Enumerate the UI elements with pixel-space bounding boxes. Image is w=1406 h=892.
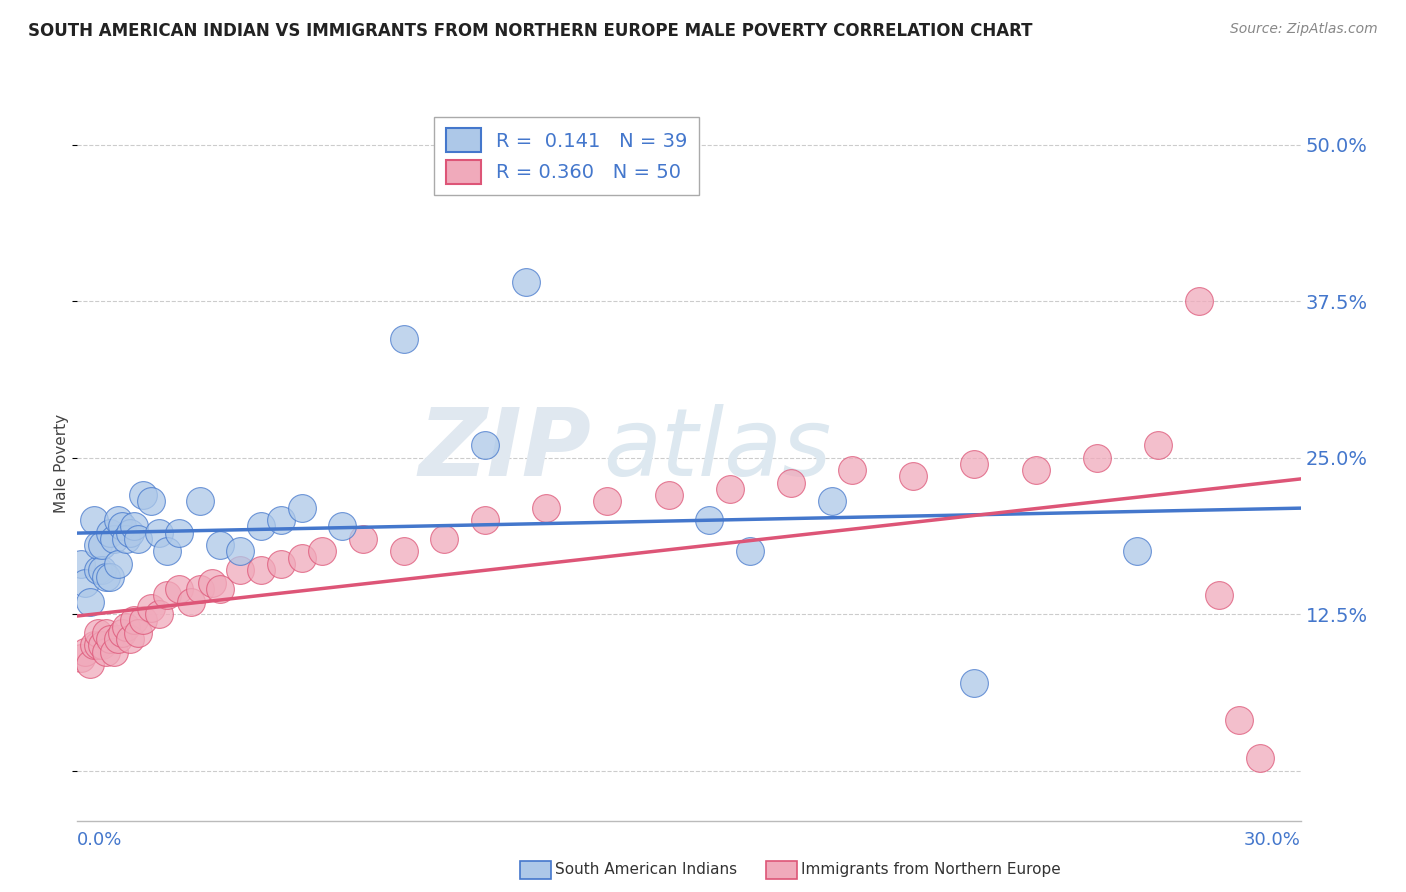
Point bbox=[1188, 294, 1211, 309]
Point bbox=[128, 625, 150, 640]
Point bbox=[148, 525, 170, 540]
Point bbox=[148, 607, 170, 621]
Point bbox=[291, 550, 314, 565]
Point bbox=[180, 594, 202, 608]
Point bbox=[90, 639, 112, 653]
Point bbox=[107, 557, 129, 571]
Point bbox=[87, 538, 110, 552]
Point bbox=[1085, 450, 1108, 465]
Point bbox=[903, 469, 925, 483]
Legend: R =  0.141   N = 39, R = 0.360   N = 50: R = 0.141 N = 39, R = 0.360 N = 50 bbox=[434, 117, 699, 195]
Point bbox=[103, 645, 125, 659]
Point bbox=[270, 513, 292, 527]
Point bbox=[201, 575, 224, 590]
Text: SOUTH AMERICAN INDIAN VS IMMIGRANTS FROM NORTHERN EUROPE MALE POVERTY CORRELATIO: SOUTH AMERICAN INDIAN VS IMMIGRANTS FROM… bbox=[28, 22, 1032, 40]
Point bbox=[1249, 751, 1271, 765]
Point bbox=[536, 500, 558, 515]
Point bbox=[658, 488, 681, 502]
Point bbox=[90, 538, 112, 552]
Point bbox=[291, 500, 314, 515]
Point bbox=[250, 563, 273, 577]
Point bbox=[352, 532, 374, 546]
Point bbox=[1229, 714, 1251, 728]
Text: Immigrants from Northern Europe: Immigrants from Northern Europe bbox=[801, 863, 1062, 877]
Point bbox=[70, 557, 93, 571]
Point bbox=[111, 519, 134, 533]
Point bbox=[131, 613, 153, 627]
Point bbox=[699, 513, 721, 527]
Point bbox=[115, 619, 138, 633]
Point bbox=[115, 532, 138, 546]
Point bbox=[107, 513, 129, 527]
Point bbox=[188, 494, 211, 508]
Point bbox=[229, 544, 252, 558]
Point bbox=[98, 569, 121, 583]
Point bbox=[120, 632, 142, 646]
Point bbox=[515, 275, 537, 289]
Point bbox=[79, 594, 101, 608]
Point bbox=[311, 544, 333, 558]
Point bbox=[963, 676, 986, 690]
Point bbox=[841, 463, 863, 477]
Point bbox=[270, 557, 292, 571]
Point bbox=[70, 651, 93, 665]
Point bbox=[392, 544, 415, 558]
Point bbox=[75, 645, 97, 659]
Text: atlas: atlas bbox=[603, 404, 831, 495]
Point bbox=[98, 632, 121, 646]
Point bbox=[87, 625, 110, 640]
Point bbox=[83, 639, 105, 653]
Point bbox=[433, 532, 456, 546]
Point bbox=[107, 632, 129, 646]
Point bbox=[188, 582, 211, 596]
Point bbox=[79, 657, 101, 672]
Text: Source: ZipAtlas.com: Source: ZipAtlas.com bbox=[1230, 22, 1378, 37]
Point bbox=[75, 575, 97, 590]
Text: 30.0%: 30.0% bbox=[1244, 830, 1301, 848]
Point bbox=[1025, 463, 1047, 477]
Point bbox=[103, 532, 125, 546]
Point bbox=[111, 625, 134, 640]
Point bbox=[94, 645, 117, 659]
Text: ZIP: ZIP bbox=[418, 403, 591, 496]
Text: 0.0%: 0.0% bbox=[77, 830, 122, 848]
Point bbox=[1126, 544, 1149, 558]
Point bbox=[156, 588, 179, 602]
Point bbox=[156, 544, 179, 558]
Point bbox=[474, 513, 496, 527]
Point bbox=[596, 494, 619, 508]
Point bbox=[94, 569, 117, 583]
Point bbox=[821, 494, 844, 508]
Point bbox=[1208, 588, 1230, 602]
Point bbox=[83, 513, 105, 527]
Point bbox=[963, 457, 986, 471]
Point bbox=[128, 532, 150, 546]
Point bbox=[740, 544, 762, 558]
Point bbox=[229, 563, 252, 577]
Point bbox=[332, 519, 354, 533]
Point bbox=[1147, 438, 1170, 452]
Y-axis label: Male Poverty: Male Poverty bbox=[53, 414, 69, 514]
Point bbox=[780, 475, 803, 490]
Point bbox=[131, 488, 153, 502]
Point bbox=[124, 613, 146, 627]
Point bbox=[87, 639, 110, 653]
Point bbox=[169, 582, 191, 596]
Point bbox=[250, 519, 273, 533]
Point bbox=[209, 582, 232, 596]
Point bbox=[139, 600, 162, 615]
Point bbox=[90, 563, 112, 577]
Point bbox=[139, 494, 162, 508]
Point bbox=[474, 438, 496, 452]
Point bbox=[209, 538, 232, 552]
Point bbox=[392, 332, 415, 346]
Point bbox=[718, 482, 741, 496]
Text: South American Indians: South American Indians bbox=[555, 863, 738, 877]
Point bbox=[94, 625, 117, 640]
Point bbox=[124, 519, 146, 533]
Point bbox=[120, 525, 142, 540]
Point bbox=[87, 563, 110, 577]
Point bbox=[169, 525, 191, 540]
Point bbox=[98, 525, 121, 540]
